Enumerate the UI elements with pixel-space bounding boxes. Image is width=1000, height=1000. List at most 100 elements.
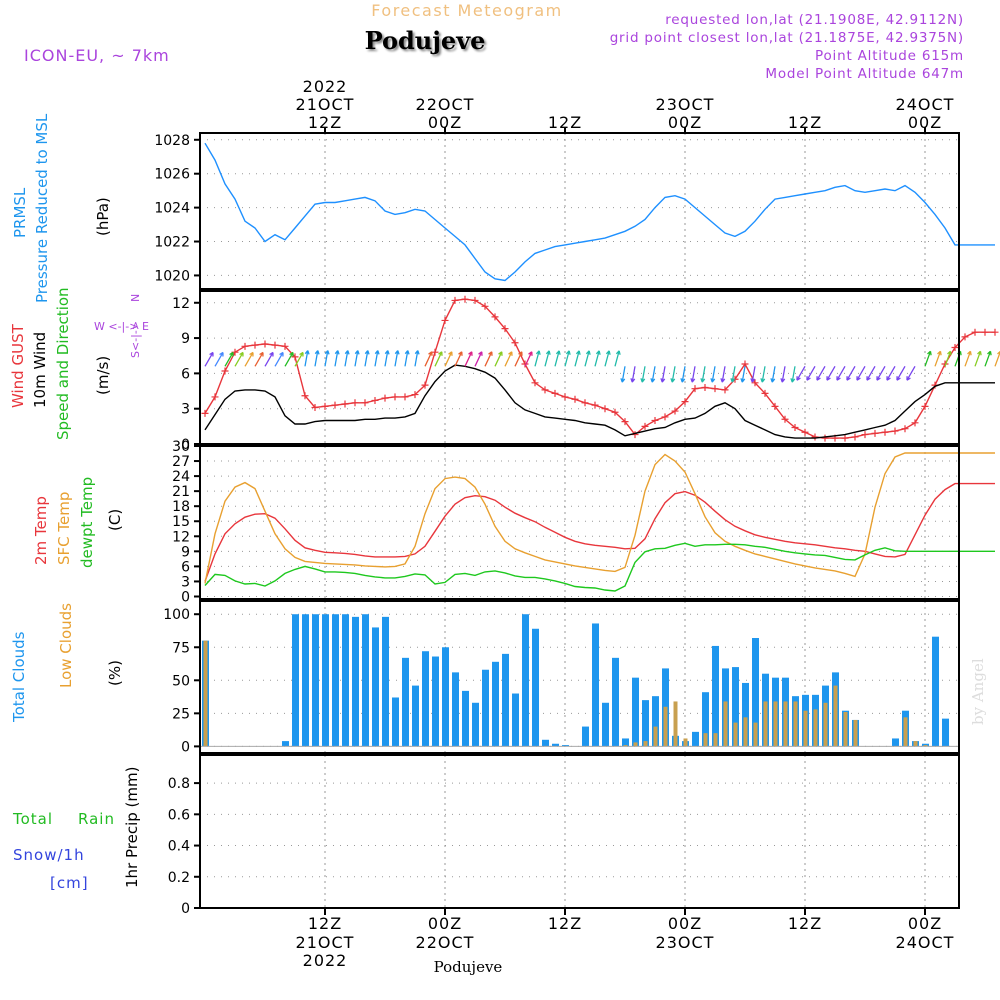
wind-arrow	[791, 366, 796, 383]
y-tick-label: 0	[181, 589, 190, 605]
gust-marker	[441, 316, 449, 324]
total-cloud-bar	[602, 702, 609, 747]
pressure-msl-label: Pressure Reduced to MSL	[33, 113, 51, 303]
wind-arrow-head	[660, 378, 666, 383]
gust-marker	[841, 434, 849, 442]
total-cloud-bar	[732, 667, 739, 747]
wind-arrow-head	[896, 376, 901, 381]
total-cloud-bar	[442, 647, 449, 747]
y-tick-label: 100	[163, 607, 190, 623]
top-date-label: 24OCT	[896, 95, 955, 114]
watermark: by Angel	[969, 658, 987, 725]
wind-arrow	[796, 365, 806, 381]
wind-arrow-head	[364, 350, 370, 355]
clouds-panel: 0 25 50 75 100	[163, 600, 960, 755]
gust-marker	[601, 405, 609, 413]
gust-marker	[491, 313, 499, 321]
total-cloud-bar	[412, 685, 419, 747]
wind-arrow-head	[334, 350, 340, 355]
total-cloud-bar	[432, 656, 439, 747]
wind-arrow	[334, 350, 339, 367]
series-line	[204, 542, 995, 592]
wind-arrow	[721, 366, 726, 383]
wind-arrow	[314, 350, 319, 367]
wind-arrow	[731, 366, 736, 383]
compass-n: N	[129, 294, 142, 302]
wind-arrow	[604, 350, 610, 367]
wind-arrow-head	[468, 351, 473, 356]
wind-arrow-head	[806, 376, 811, 381]
wind-arrow-head	[906, 376, 911, 381]
hpa-unit-label: (hPa)	[94, 197, 112, 236]
wind-arrow-head	[344, 350, 350, 355]
total-cloud-bar	[522, 614, 529, 747]
wind-arrow	[264, 352, 274, 367]
gust-marker	[261, 340, 269, 348]
wind-arrow-head	[846, 376, 851, 381]
gust-marker	[641, 422, 649, 430]
gust-marker	[681, 398, 689, 406]
wind-arrow	[594, 350, 600, 367]
precip-labels: Total Rain Snow/1h [cm] 1hr Precip (mm)	[12, 767, 141, 892]
wind-arrow	[454, 351, 463, 367]
bottom-date-label: 22OCT	[416, 933, 475, 952]
total-cloud-bar	[532, 628, 539, 747]
gust-marker	[221, 367, 229, 375]
wind-arrow	[771, 366, 776, 383]
total-cloud-bar	[402, 657, 409, 747]
info-line-2: grid point closest lon,lat (21.1875E, 42…	[610, 30, 964, 46]
wind-arrow	[886, 365, 896, 381]
wind-arrow-head	[690, 378, 696, 383]
gust-marker	[621, 418, 629, 426]
gust-marker	[201, 409, 209, 417]
wind-arrow	[474, 351, 483, 367]
gust-marker	[951, 343, 959, 351]
top-hour-label: 00Z	[428, 113, 462, 132]
gust-marker	[341, 400, 349, 408]
y-tick-label: 12	[172, 529, 190, 545]
wind-arrow	[274, 352, 284, 367]
panel-frame	[199, 754, 960, 909]
low-cloud-bar	[773, 701, 778, 747]
low-cloud-bar	[763, 701, 768, 747]
wind-arrow	[816, 365, 826, 381]
low-cloud-bar	[733, 722, 738, 747]
top-hour-label: 00Z	[908, 113, 942, 132]
total-cloud-bar	[742, 682, 749, 747]
wind-arrow-head	[780, 378, 786, 383]
total-cloud-bar	[482, 669, 489, 747]
y-tick-label: 0	[181, 901, 190, 917]
wind-arrow	[631, 366, 636, 383]
wind-arrow	[234, 352, 244, 367]
gust-marker	[851, 433, 859, 441]
gust-marker	[711, 385, 719, 393]
series-line	[204, 364, 995, 439]
wind-arrow	[464, 351, 473, 367]
temp-unit-label: (C)	[106, 509, 124, 531]
gust-marker	[571, 395, 579, 403]
wind-arrow	[934, 351, 942, 367]
total-cloud-bar	[692, 731, 699, 747]
low-clouds-label: Low Clouds	[57, 603, 75, 688]
wind-arrow-head	[710, 378, 716, 383]
wind-arrow	[856, 365, 866, 381]
total-cloud-bar	[302, 614, 309, 747]
precip-unit-label: 1hr Precip (mm)	[123, 767, 141, 888]
wind-arrow-head	[770, 378, 776, 383]
wind-arrow	[414, 350, 419, 367]
wind-arrow-head	[977, 350, 982, 356]
wind-arrow-head	[670, 378, 676, 383]
low-cloud-bar	[703, 733, 708, 747]
wind-arrow-head	[259, 351, 264, 357]
wind-arrow-head	[239, 351, 244, 357]
bottom-hour-label: 00Z	[668, 914, 702, 933]
gust-marker	[991, 328, 999, 336]
wind-arrow-head	[640, 378, 646, 383]
bottom-hour-label: 00Z	[908, 914, 942, 933]
gust-marker	[251, 341, 259, 349]
wind-arrow	[384, 350, 389, 367]
y-tick-label: 9	[181, 544, 190, 560]
low-cloud-bar	[903, 717, 908, 747]
gust-marker	[271, 341, 279, 349]
total-cloud-bar	[452, 672, 459, 747]
